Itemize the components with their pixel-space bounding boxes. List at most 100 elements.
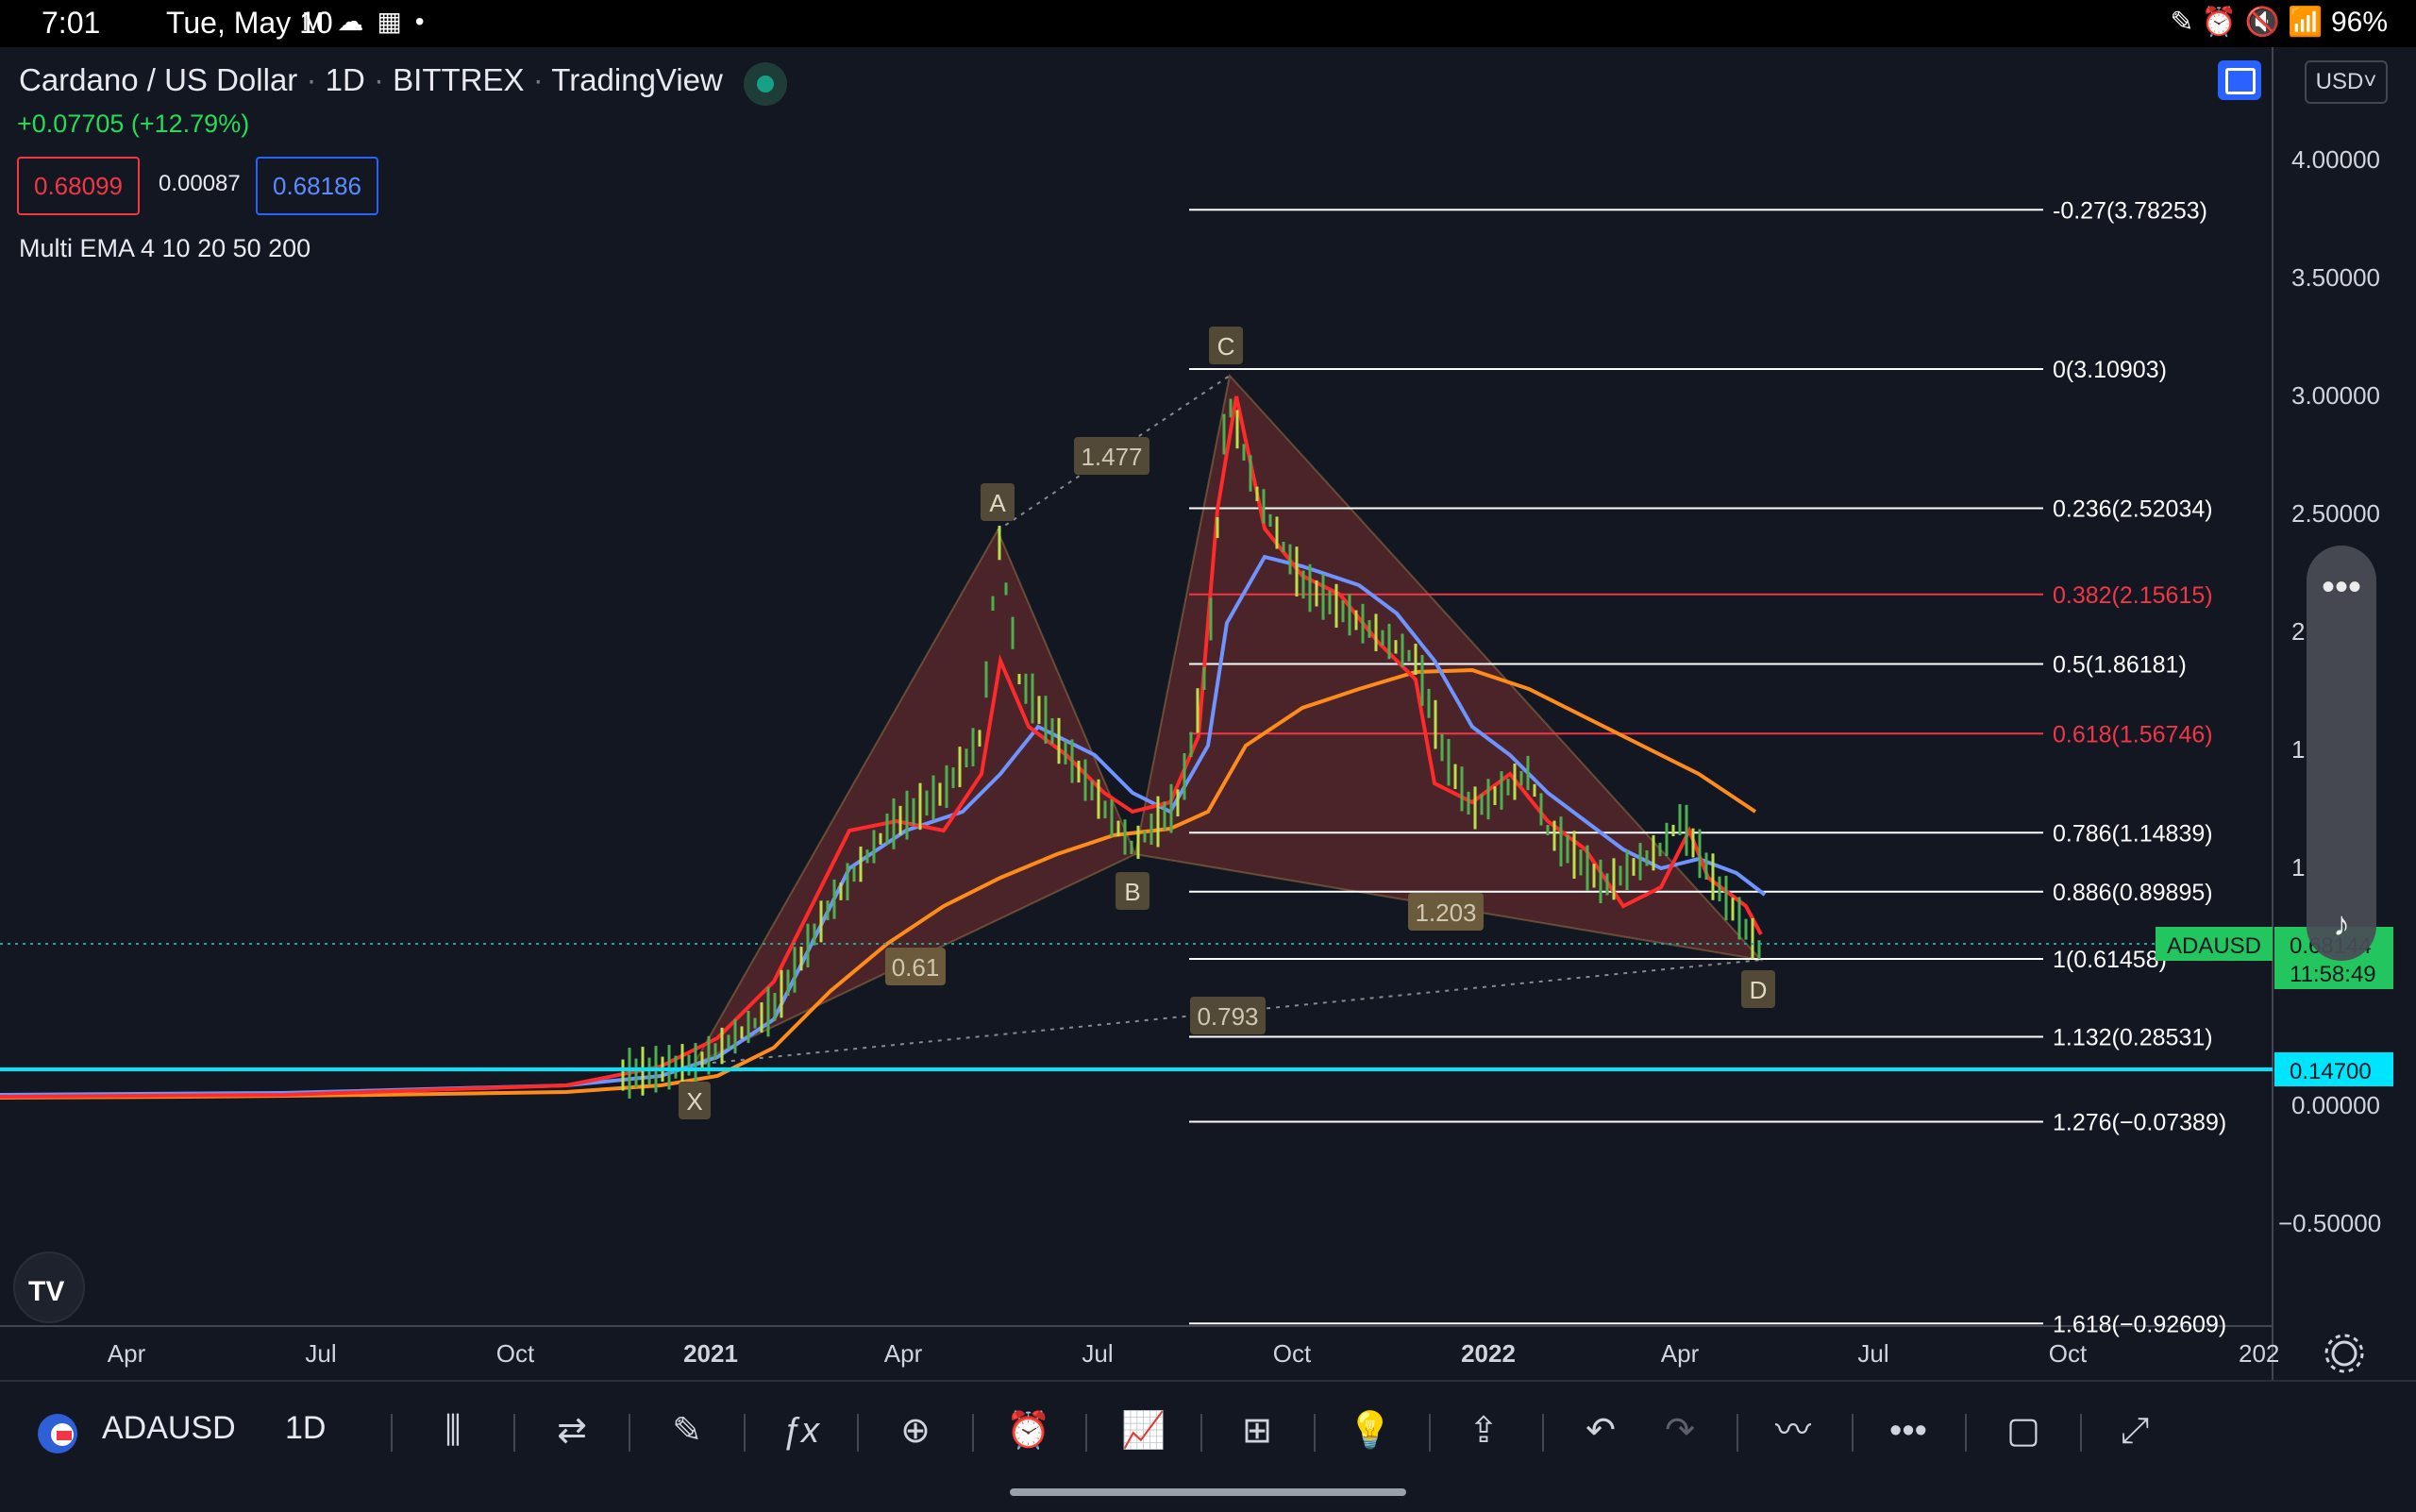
redo-icon[interactable]: ↷ <box>1665 1411 1695 1451</box>
time-label-year: 2022 <box>1461 1339 1516 1368</box>
interval-label: 1D <box>325 62 365 97</box>
toolbar-separator <box>1965 1414 1967 1452</box>
market-status-indicator[interactable] <box>744 62 787 106</box>
status-notification-icons: M☁▦• <box>302 6 438 37</box>
price-axis[interactable]: 4.00000 3.50000 3.00000 2.50000 2 1 1 0.… <box>2278 145 2381 1237</box>
fib-level-label: 1.618(−0.92609) <box>2053 1311 2226 1337</box>
point-c-label: C <box>1217 332 1235 361</box>
time-label: Jul <box>1082 1339 1113 1368</box>
indicator-legend[interactable]: Multi EMA 4 10 20 50 200 <box>19 234 311 262</box>
point-d-bg <box>1741 970 1775 1008</box>
interval-button[interactable]: 1D <box>285 1410 327 1446</box>
ratio-3-bg <box>1408 893 1484 931</box>
pen-icon: ✎ <box>2170 7 2194 38</box>
fib-level-label: 0.236(2.52034) <box>2053 496 2213 523</box>
toolbar-separator <box>972 1414 974 1452</box>
symbol-flag-icon[interactable] <box>38 1414 77 1453</box>
replay-icon[interactable]: ⇄ <box>557 1411 587 1451</box>
music-note-icon[interactable]: ♪ <box>2333 904 2350 943</box>
fib-level-label: 0.5(1.86181) <box>2053 652 2187 679</box>
ratio-xd-label: 0.793 <box>1197 1002 1258 1031</box>
point-x-bg <box>679 1082 711 1119</box>
time-label: 202 <box>2239 1339 2279 1368</box>
ratio-2-bg <box>885 948 946 985</box>
toolbar-separator <box>2080 1414 2082 1452</box>
ask-price-button[interactable]: 0.68186 <box>256 157 378 215</box>
indicators-icon[interactable]: ƒx <box>780 1411 820 1451</box>
fib-level-label: -0.27(3.78253) <box>2053 197 2207 224</box>
chevron-down-icon: ˅ <box>2363 69 2377 94</box>
fib-level-label: 0(3.10903) <box>2053 357 2167 383</box>
harmonic-labels: X A B C D 1.477 0.61 1.203 0.793 <box>679 327 1775 1119</box>
add-icon[interactable]: ⊕ <box>900 1411 931 1451</box>
ideas-icon[interactable]: 💡 <box>1348 1411 1393 1451</box>
toolbar-separator <box>1085 1414 1087 1452</box>
ratio-bd-label: 1.203 <box>1415 899 1476 927</box>
price-label: −0.50000 <box>2278 1209 2381 1237</box>
symbol-button[interactable]: ADAUSD <box>102 1410 236 1446</box>
draw-icon[interactable]: ✎ <box>672 1411 702 1451</box>
horizontal-line-price-badge <box>2274 1052 2393 1086</box>
harmonic-pattern[interactable] <box>691 373 1764 1067</box>
share-icon[interactable]: ⇪ <box>1468 1411 1499 1451</box>
toolbar-separator <box>857 1414 859 1452</box>
ratio-4-bg <box>1190 997 1266 1034</box>
time-label: Apr <box>1661 1339 1700 1368</box>
time-axis[interactable]: Apr Jul Oct 2021 Apr Jul Oct 2022 Apr Ju… <box>108 1339 2280 1368</box>
price-label: 2 <box>2291 617 2305 646</box>
ema-200-line <box>0 667 1757 1100</box>
wifi-icon: 📶 <box>2288 7 2324 38</box>
fibonacci-retracement[interactable]: -0.27(3.78253) 0(3.10903) 0.236(2.52034) 0.… <box>1189 197 2226 1337</box>
toolbar-separator <box>1542 1414 1544 1452</box>
exchange-label: BITTREX <box>393 62 525 97</box>
price-label: 3.00000 <box>2291 381 2380 410</box>
home-indicator[interactable] <box>1010 1488 1406 1496</box>
point-x-label: X <box>686 1087 702 1116</box>
mute-icon: 🔇 <box>2244 7 2280 38</box>
point-a-label: A <box>989 489 1006 517</box>
ema-4-10-20-line <box>0 395 1763 1099</box>
bid-price-button[interactable]: 0.68099 <box>17 157 140 215</box>
tradingview-logo[interactable]: TV <box>13 1252 85 1323</box>
toolbar-separator <box>1852 1414 1854 1452</box>
point-d-label: D <box>1750 976 1768 1004</box>
point-c-bg <box>1209 327 1243 364</box>
more-icon[interactable]: ••• <box>1889 1411 1927 1451</box>
chart-settings-icon[interactable] <box>2324 1334 2364 1373</box>
chart-canvas[interactable]: -0.27(3.78253) 0(3.10903) 0.236(2.52034) 0.… <box>0 47 2416 1380</box>
square-icon[interactable]: ▢ <box>2006 1411 2040 1451</box>
toolbar-separator <box>513 1414 515 1452</box>
dot-icon: • <box>414 7 438 36</box>
symbol-legend[interactable]: Cardano / US Dollar · 1D · BITTREX · Tra… <box>19 62 723 97</box>
layout-icon[interactable]: ⊞ <box>1242 1411 1272 1451</box>
market-open-dot <box>757 76 774 92</box>
time-label: Apr <box>108 1339 146 1368</box>
bar-countdown: 11:58:49 <box>2290 962 2376 987</box>
fib-level-label: 0.786(1.14839) <box>2053 820 2213 847</box>
fullscreen-icon[interactable]: ⤢ <box>2120 1411 2150 1451</box>
candles-icon[interactable]: ⫼ <box>445 1411 461 1451</box>
tv-logo-icon: TV <box>28 1276 65 1307</box>
alert-icon[interactable]: ⏰ <box>1006 1411 1051 1451</box>
gmail-icon: M <box>302 7 338 36</box>
toolbar-separator <box>1736 1414 1738 1452</box>
point-b-bg <box>1116 872 1149 910</box>
currency-selector[interactable]: USD˅ <box>2305 60 2388 104</box>
fib-level-label: 0.382(2.15615) <box>2053 582 2213 609</box>
source-label: TradingView <box>551 62 723 97</box>
chart-type-icon[interactable]: 〰 <box>1774 1411 1811 1451</box>
toolbar-separator <box>1314 1414 1316 1452</box>
toolbar-separator <box>391 1414 393 1452</box>
compare-icon[interactable]: 📈 <box>1121 1411 1166 1451</box>
screen-toggle-button[interactable] <box>2218 60 2261 100</box>
status-system-icons: ✎ ⏰ 🔇 📶 96% <box>2170 6 2388 39</box>
status-bar: 7:01 Tue, May 10 M☁▦• ✎ ⏰ 🔇 📶 96% <box>0 0 2416 47</box>
price-label: 2.50000 <box>2291 499 2380 528</box>
undo-icon[interactable]: ↶ <box>1586 1411 1616 1451</box>
price-label: 0.00000 <box>2291 1091 2380 1119</box>
price-label: 1 <box>2291 735 2305 764</box>
floating-side-panel[interactable]: ••• ♪ <box>2307 546 2376 961</box>
time-label: Jul <box>305 1339 336 1368</box>
more-options-icon[interactable]: ••• <box>2321 566 2361 608</box>
fib-level-label: 0.618(1.56746) <box>2053 721 2213 748</box>
